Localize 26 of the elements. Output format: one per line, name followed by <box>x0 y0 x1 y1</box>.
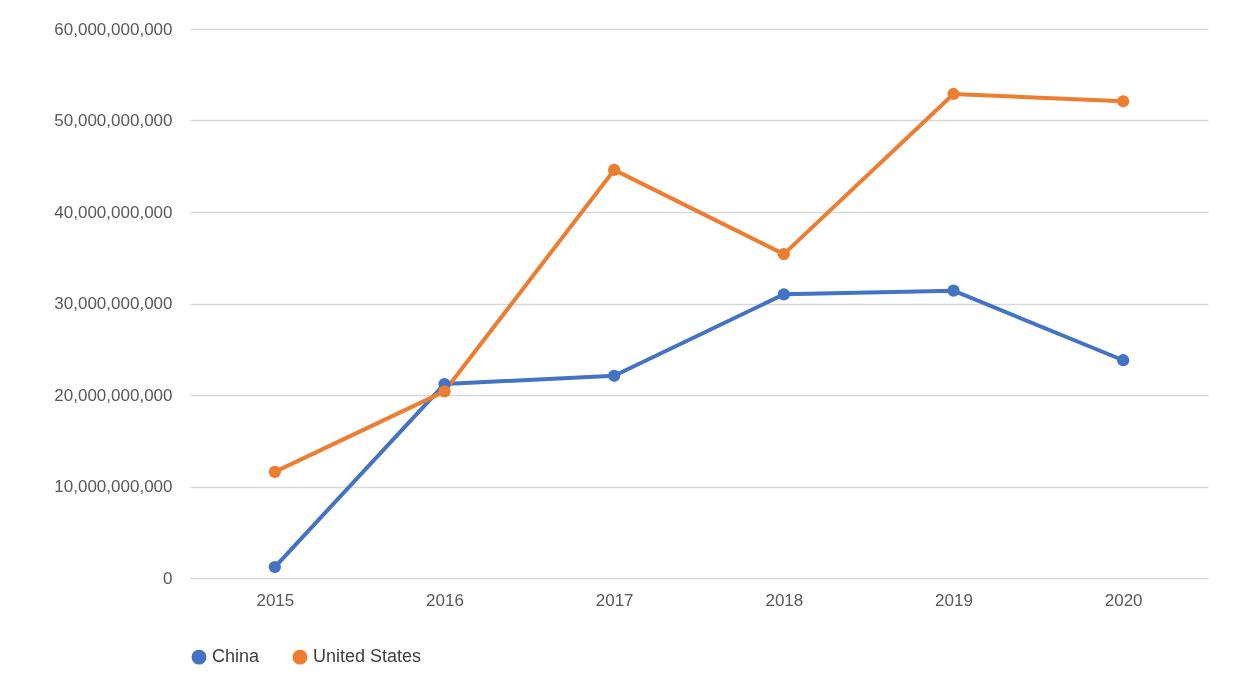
legend-label: China <box>212 646 261 667</box>
x-tick-label: 2018 <box>765 590 804 610</box>
legend-label: United States <box>313 646 422 667</box>
x-tick-label: 2019 <box>935 590 973 610</box>
point <box>1117 95 1130 108</box>
point <box>608 369 621 382</box>
point <box>608 163 621 177</box>
point <box>777 247 790 261</box>
y-tick-label: 50,000,000,000 <box>54 111 173 130</box>
x-tick-label: 2020 <box>1104 590 1143 610</box>
y-tick-label: 10,000,000,000 <box>54 477 173 496</box>
point <box>268 465 281 478</box>
x-tick-label: 2017 <box>595 590 634 610</box>
y-tick-label: 0 <box>163 568 173 588</box>
point <box>438 385 451 398</box>
x-tick-label: 2015 <box>256 590 295 610</box>
point <box>1117 354 1130 367</box>
y-tick-label: 40,000,000,000 <box>54 202 173 222</box>
y-tick-label: 20,000,000,000 <box>54 385 173 405</box>
point <box>947 284 960 297</box>
y-tick-label: 30,000,000,000 <box>54 294 173 313</box>
point <box>947 87 960 101</box>
point <box>777 288 790 301</box>
x-tick-label: 2016 <box>426 590 464 610</box>
point <box>268 560 281 574</box>
y-tick-label: 60,000,000,000 <box>54 19 173 39</box>
